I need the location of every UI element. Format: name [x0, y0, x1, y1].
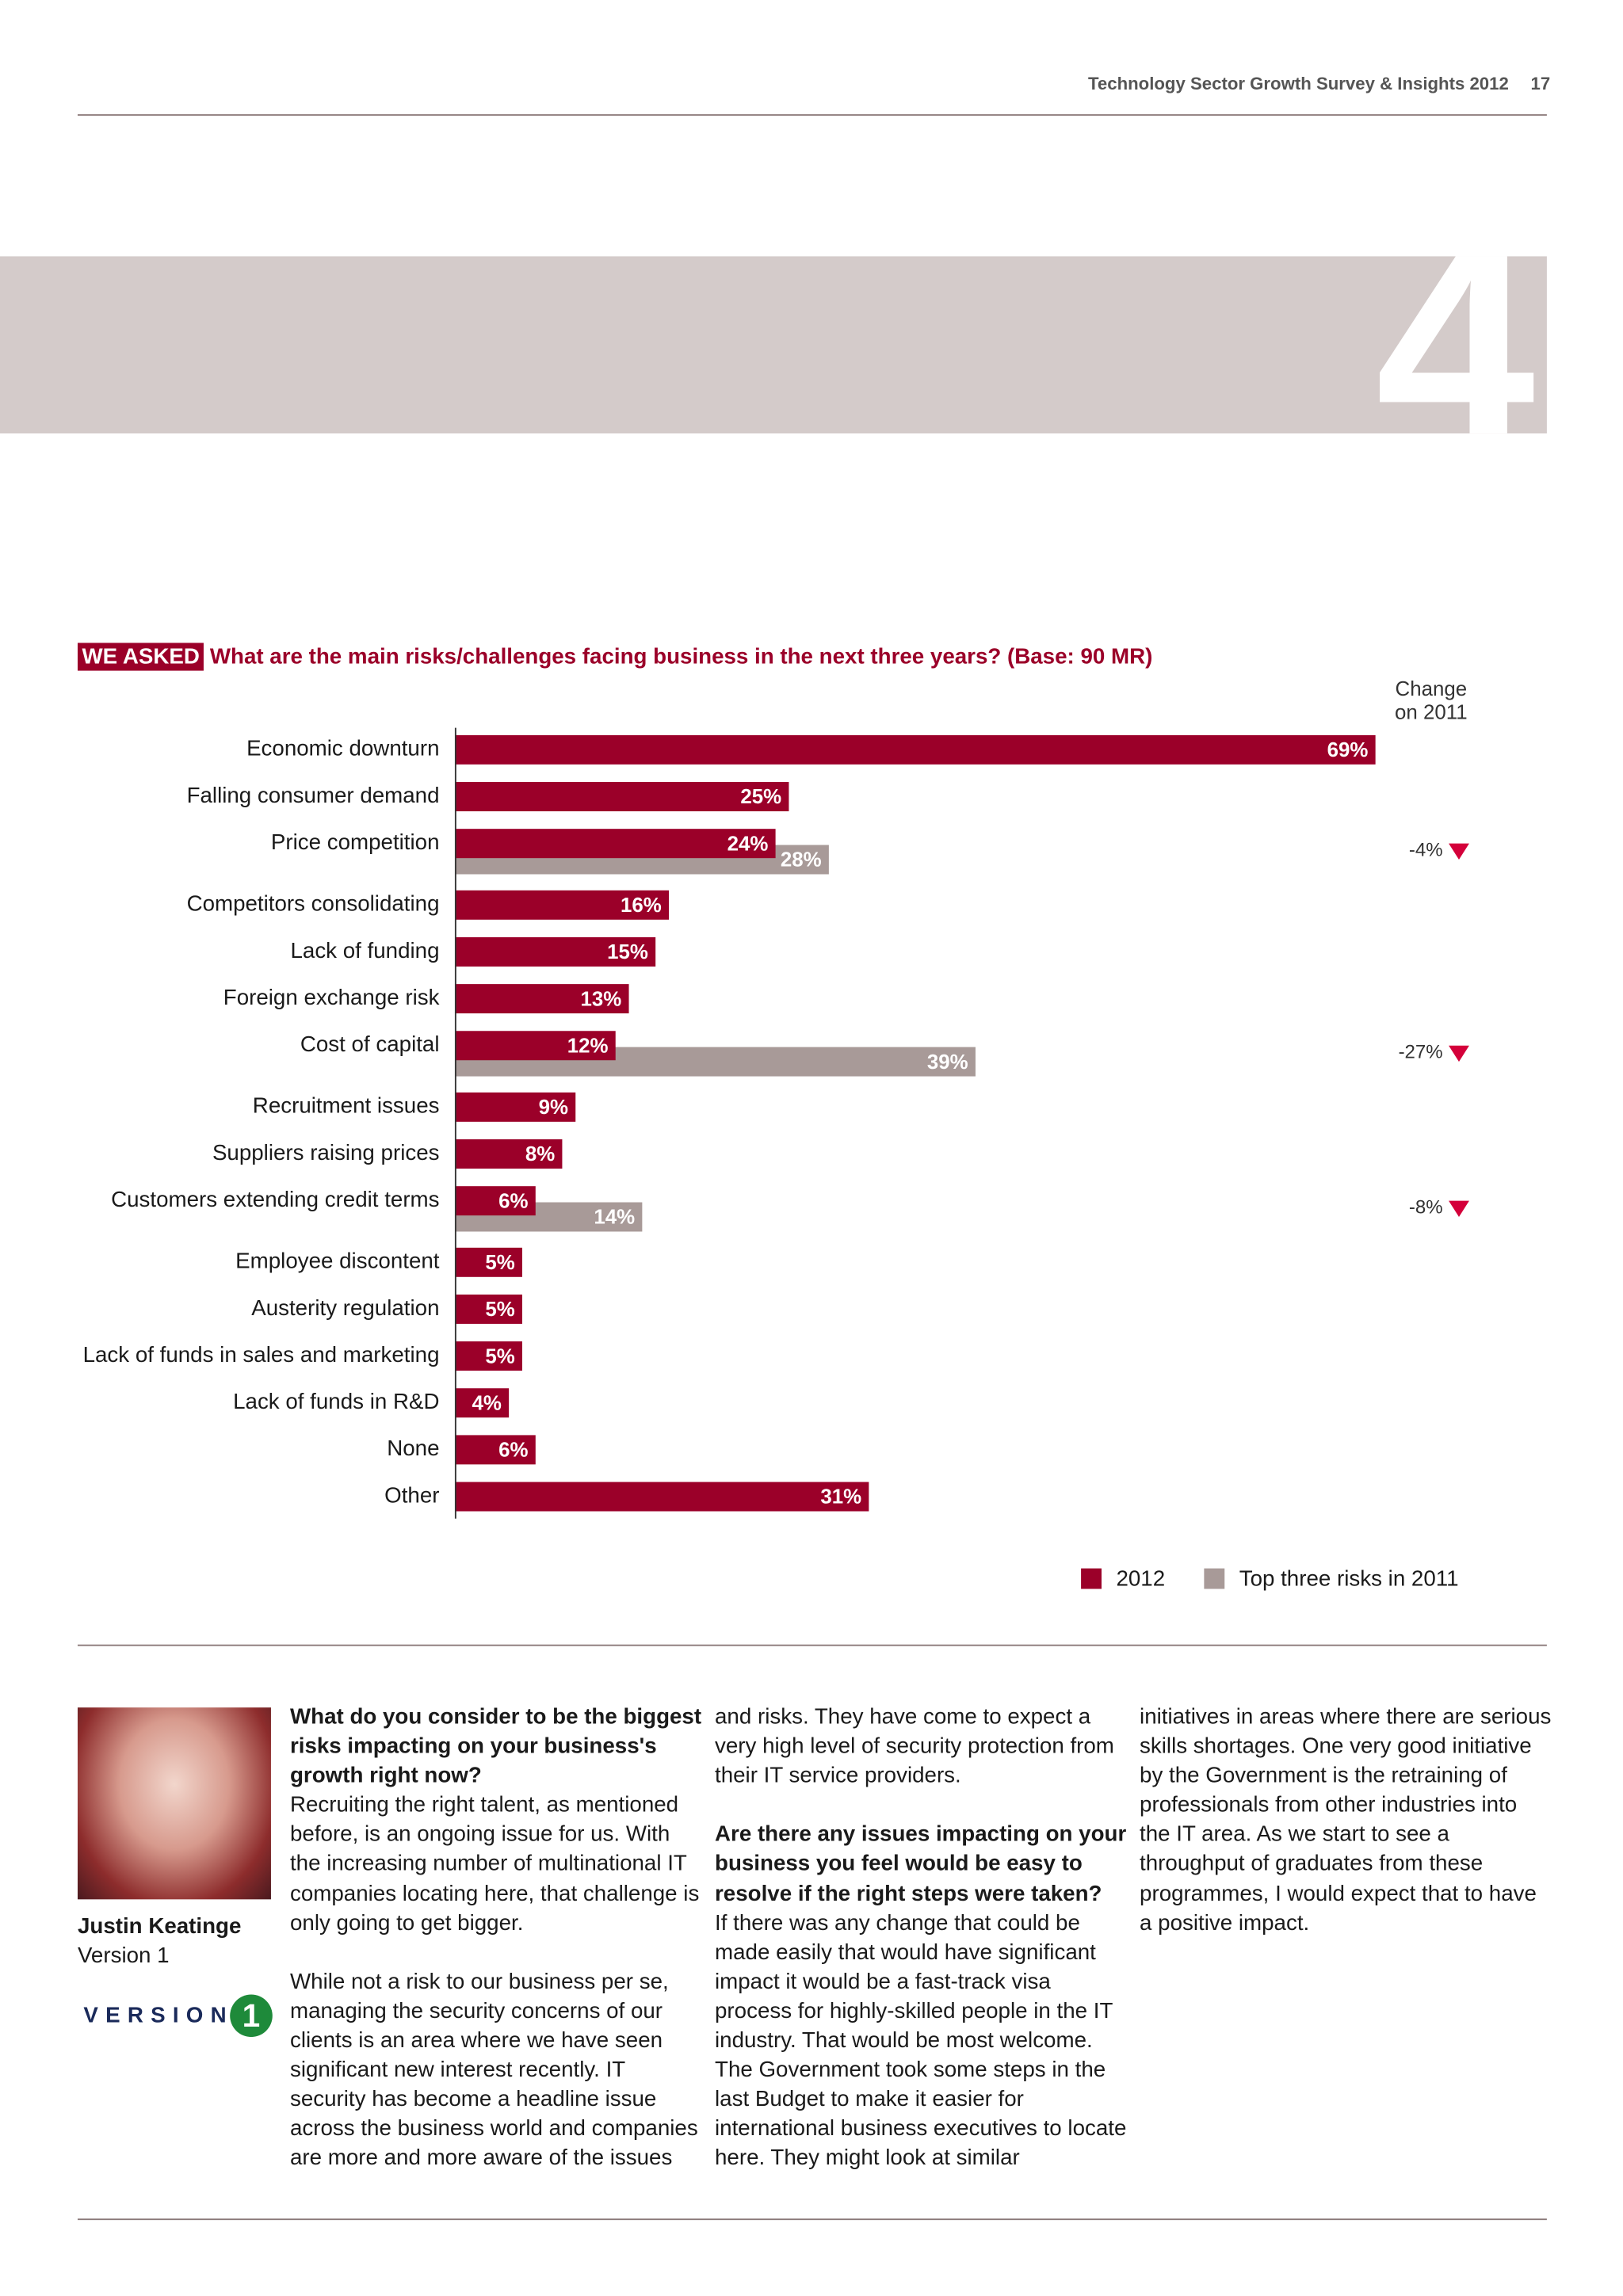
bar-2012: [455, 1435, 536, 1465]
change-label: -4%: [1409, 839, 1443, 860]
category-label: Lack of funding: [290, 938, 439, 963]
bar-label-2012: 25%: [740, 786, 781, 808]
paragraph: initiatives in areas where there are ser…: [1140, 1703, 1552, 1939]
category-label: Recruitment issues: [253, 1093, 440, 1118]
category-label: Competitors consolidating: [187, 891, 440, 916]
question-tag: WE ASKED: [77, 643, 204, 671]
bar-label-2012: 12%: [567, 1035, 609, 1057]
category-label: Foreign exchange risk: [223, 985, 440, 1009]
rule: [77, 2218, 1547, 2221]
category-label: Price competition: [271, 830, 440, 854]
bar-label-2012: 13%: [581, 988, 622, 1010]
rule: [77, 1644, 1547, 1646]
category-label: Austerity regulation: [251, 1295, 439, 1320]
bar-2012: [455, 890, 670, 920]
logo-number: 1: [230, 1994, 273, 2038]
category-label: Economic downturn: [246, 736, 439, 761]
bar-2012: [455, 1186, 536, 1216]
change-arrow: [1449, 1045, 1469, 1062]
legend-swatch: [1081, 1568, 1102, 1589]
category-label: None: [387, 1436, 439, 1460]
legend-swatch: [1204, 1568, 1225, 1589]
category-label: Other: [384, 1482, 439, 1507]
answer-text: Recruiting the right talent, as mentione…: [289, 1792, 700, 1936]
bar-2012: [455, 1031, 616, 1061]
company-logo: VERSION 1: [78, 1994, 276, 2038]
paragraph: While not a risk to our business per se,…: [290, 1968, 703, 2174]
text-column: What do you consider to be the biggest r…: [290, 1703, 703, 2203]
bar-2012: [455, 734, 1376, 765]
bar-2012: [455, 1294, 522, 1324]
paragraph: and risks. They have come to expect a ve…: [715, 1703, 1128, 1791]
bar-label-2012: 5%: [485, 1252, 514, 1274]
legend-label: Top three risks in 2011: [1239, 1566, 1459, 1591]
bar-label-2012: 31%: [820, 1486, 861, 1508]
bar-2012: [455, 1092, 576, 1122]
rule: [77, 114, 1547, 116]
category-label: Suppliers raising prices: [212, 1140, 440, 1165]
bar-2012: [455, 936, 656, 967]
bar-label-2012: 5%: [485, 1299, 514, 1321]
category-label: Lack of funds in sales and marketing: [83, 1342, 440, 1367]
change-label: -8%: [1409, 1196, 1443, 1218]
answer-text: If there was any change that could be ma…: [715, 1910, 1127, 2172]
change-label: -27%: [1399, 1041, 1443, 1062]
bar-2012: [455, 1482, 869, 1512]
question-text: What are the main risks/challenges facin…: [209, 644, 1153, 669]
bar-2012: [455, 1388, 510, 1418]
bar-label-2012: 69%: [1327, 739, 1369, 761]
bar-label-2012: 16%: [621, 894, 662, 917]
bar-2012: [455, 829, 776, 859]
bar-label-2012: 15%: [607, 941, 648, 963]
bar-label-2011: 39%: [927, 1051, 968, 1074]
chart: Economic downturn 69% Falling consumer dem…: [83, 727, 1469, 1591]
answer-text: While not a risk to our business per se,…: [289, 1969, 698, 2172]
section-number: 4: [1375, 256, 1536, 434]
text-column: and risks. They have come to expect a ve…: [715, 1703, 1128, 2203]
portrait-photo: [77, 1707, 271, 1900]
change-arrow: [1449, 1200, 1469, 1218]
bar-label-2011: 14%: [594, 1207, 635, 1229]
bar-label-2012: 9%: [539, 1097, 568, 1119]
category-label: Falling consumer demand: [187, 783, 440, 807]
running-header: Technology Sector Growth Survey & Insigh…: [1087, 73, 1509, 94]
bar-label-2012: 24%: [727, 833, 769, 855]
logo-text: VERSION: [83, 2003, 234, 2029]
bar-2012: [455, 1139, 563, 1169]
category-label: Lack of funds in R&D: [233, 1389, 439, 1413]
bar-label-2012: 5%: [485, 1345, 514, 1367]
question-heading: What do you consider to be the biggest r…: [289, 1704, 702, 1789]
bar-label-2012: 6%: [498, 1190, 528, 1212]
page-number: 17: [1530, 73, 1551, 94]
paragraph: What do you consider to be the biggest r…: [290, 1703, 703, 1939]
legend-label: 2012: [1116, 1566, 1165, 1591]
answer-text: and risks. They have come to expect a ve…: [715, 1704, 1114, 1789]
change-arrow: [1449, 843, 1469, 860]
bar-label-2012: 8%: [525, 1143, 555, 1165]
question: WE ASKED What are the main risks/challeng…: [77, 643, 1153, 671]
bar-label-2012: 6%: [498, 1440, 528, 1462]
bar-label-2011: 28%: [781, 849, 822, 871]
text-column: initiatives in areas where there are ser…: [1140, 1703, 1552, 1968]
bar-2012: [455, 782, 789, 812]
section-band: 4: [0, 256, 1547, 434]
bar-2012: [455, 1247, 522, 1277]
category-label: Customers extending credit terms: [111, 1187, 439, 1211]
paragraph: Are there any issues impacting on your b…: [715, 1821, 1128, 2174]
answer-text: initiatives in areas where there are ser…: [1140, 1704, 1552, 1936]
question-heading: Are there any issues impacting on your b…: [715, 1822, 1127, 1906]
interviewee: Justin Keatinge Version 1: [78, 1913, 241, 1971]
category-label: Employee discontent: [235, 1249, 440, 1273]
bar-2012: [455, 984, 629, 1014]
category-label: Cost of capital: [300, 1032, 440, 1056]
bar-2012: [455, 1341, 522, 1371]
interviewee-name: Justin Keatinge: [77, 1913, 242, 1939]
bar-label-2012: 4%: [472, 1392, 502, 1414]
change-title: Change on 2011: [1395, 676, 1468, 724]
interviewee-company: Version 1: [77, 1943, 170, 1969]
